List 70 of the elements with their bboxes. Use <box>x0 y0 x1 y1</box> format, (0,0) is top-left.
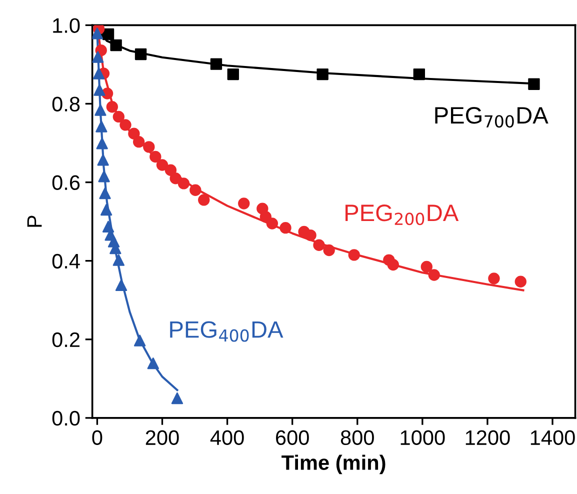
point <box>150 150 162 163</box>
x-tick-label: 200 <box>146 430 179 446</box>
point <box>156 159 168 171</box>
point <box>98 170 110 182</box>
point <box>304 229 316 242</box>
point <box>266 218 278 230</box>
point <box>143 141 155 153</box>
point <box>110 39 122 52</box>
point <box>413 68 426 80</box>
point <box>106 101 118 113</box>
point <box>164 164 177 176</box>
point <box>147 357 159 370</box>
point <box>323 244 335 256</box>
x-tick-label: 1200 <box>466 430 510 446</box>
point <box>97 154 109 166</box>
point <box>92 28 104 40</box>
x-tick-label: 400 <box>210 430 244 446</box>
point <box>280 222 292 234</box>
x-tick-label: 800 <box>340 430 374 446</box>
y-tick-label: 0.4 <box>52 254 80 269</box>
point <box>94 104 106 116</box>
point <box>95 44 107 56</box>
point <box>227 68 239 80</box>
point <box>102 28 114 40</box>
point <box>190 184 202 196</box>
point <box>96 138 108 150</box>
point <box>115 279 128 292</box>
point <box>112 254 125 266</box>
point <box>170 172 182 184</box>
point <box>92 68 105 80</box>
point <box>134 334 146 346</box>
series-label: PEG$_{400}$DA <box>170 321 284 342</box>
point <box>488 272 500 284</box>
x-tick-label: 1000 <box>400 430 445 446</box>
point <box>171 392 184 404</box>
point <box>198 194 210 206</box>
point <box>99 187 111 200</box>
point <box>514 276 526 288</box>
y-tick-label: 1.0 <box>53 18 80 33</box>
y-tick-label: 0.8 <box>52 96 80 112</box>
point <box>387 258 399 271</box>
point <box>260 211 272 223</box>
point <box>134 48 147 60</box>
point <box>238 198 250 210</box>
point <box>316 68 328 80</box>
x-tick-label: 0 <box>92 430 102 446</box>
x-tick-label: 600 <box>276 430 309 446</box>
series-label: PEG$_{200}$DA <box>346 204 459 226</box>
point <box>132 136 145 148</box>
y-tick-label: 0.6 <box>52 175 80 190</box>
point <box>528 78 540 90</box>
x-tick-label: 1400 <box>530 430 575 446</box>
y-tick-label: 0.2 <box>52 332 80 348</box>
point <box>94 84 106 96</box>
point <box>112 110 125 123</box>
point <box>92 51 104 63</box>
point <box>428 269 440 281</box>
point <box>178 178 190 190</box>
y-tick-label: 0.0 <box>52 410 80 426</box>
point <box>128 128 140 140</box>
point <box>120 119 132 131</box>
point <box>348 249 360 261</box>
point <box>420 260 432 273</box>
point <box>210 58 222 70</box>
point <box>100 204 112 216</box>
point <box>96 120 108 132</box>
y-axis-title: P <box>27 216 42 227</box>
series-label: PEG$_{700}$DA <box>435 107 548 128</box>
x-axis-title: Time (min) <box>282 454 386 474</box>
point <box>313 239 325 251</box>
